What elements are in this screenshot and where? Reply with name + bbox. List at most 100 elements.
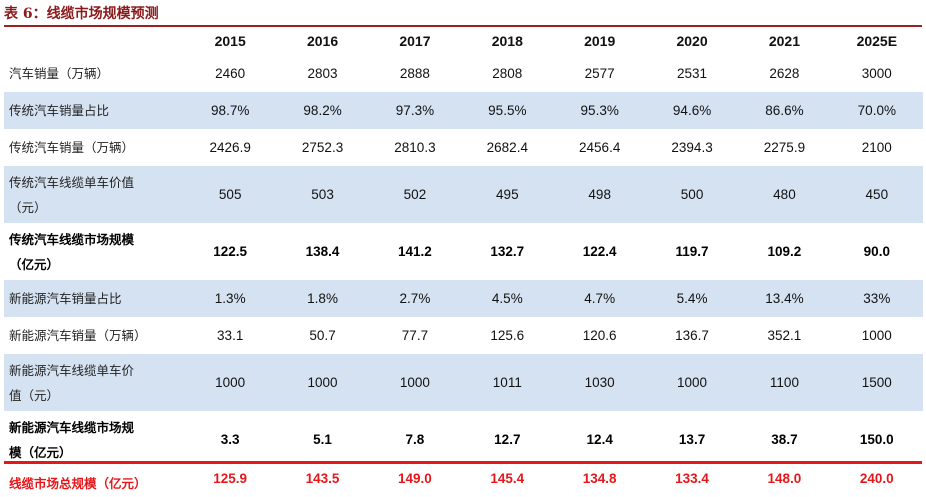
row-label: 传统汽车线缆市场规模 （亿元）: [4, 223, 184, 280]
row-label: 传统汽车销量占比: [4, 92, 184, 129]
table-title: 表 6：线缆市场规模预测: [4, 6, 159, 22]
row-label-line: 模（亿元）: [9, 444, 72, 460]
table-cell: 1000: [184, 354, 277, 411]
table-cell: 498: [553, 166, 646, 223]
table-cell: 1000: [368, 354, 462, 411]
table-cell: 1500: [830, 354, 923, 411]
table-cell: 4.7%: [553, 280, 646, 317]
row-label: 传统汽车销量（万辆）: [9, 140, 135, 155]
row-label-line: （亿元）: [9, 256, 60, 272]
header-year: 2016: [306, 33, 339, 49]
table-cell: 505: [184, 166, 277, 223]
table-cell: 120.6: [582, 328, 617, 343]
table-cell: 97.3%: [368, 92, 462, 129]
row-label-line: 值（元）: [9, 387, 60, 403]
table-cell: 500: [645, 166, 739, 223]
table-row: 新能源汽车销量（万辆） 33.1 50.7 77.7 125.6 120.6 1…: [4, 317, 923, 354]
table-cell: 145.4: [490, 471, 525, 486]
header-year: 2018: [491, 33, 523, 49]
table-cell: 136.7: [675, 328, 709, 343]
table-cell: 2100: [861, 140, 892, 155]
table-cell: 148.0: [767, 471, 802, 486]
table-cell: 109.2: [767, 244, 802, 259]
table-cell: 2752.3: [301, 140, 344, 155]
bottom-rule: [4, 461, 922, 464]
table-cell: 495: [461, 166, 554, 223]
table-cell: 2808: [492, 66, 523, 81]
table-cell: 450: [830, 166, 923, 223]
table-cell: 33%: [830, 280, 923, 317]
table-cell: 134.8: [582, 471, 617, 486]
table-cell: 1030: [553, 354, 646, 411]
row-label-line: 传统汽车线缆单车价值: [9, 174, 135, 190]
table-cell: 2460: [215, 66, 246, 81]
table-cell: 2803: [307, 66, 338, 81]
table-cell: 150.0: [859, 432, 894, 447]
row-label-line: （元）: [9, 199, 47, 215]
title-rule: [4, 25, 922, 27]
table-cell: 38.7: [771, 432, 798, 447]
table-row: 新能源汽车线缆单车价 值（元） 1000 1000 1000 1011 1030…: [4, 354, 923, 411]
table-row: 传统汽车线缆单车价值 （元） 505 503 502 495 498 500 4…: [4, 166, 923, 223]
table-row-total: 线缆市场总规模（亿元） 125.9 143.5 149.0 145.4 134.…: [4, 468, 923, 497]
table-cell: 7.8: [405, 432, 425, 447]
table-cell: 502: [368, 166, 462, 223]
row-label: 线缆市场总规模（亿元）: [9, 476, 147, 491]
table-row: 传统汽车销量占比 98.7% 98.2% 97.3% 95.5% 95.3% 9…: [4, 92, 923, 129]
table-cell: 90.0: [863, 244, 890, 259]
row-label: 新能源汽车销量占比: [4, 280, 184, 317]
header-year: 2015: [214, 33, 246, 49]
table-cell: 125.6: [490, 328, 525, 343]
table-cell: 86.6%: [738, 92, 831, 129]
row-label: 新能源汽车线缆市场规 模（亿元）: [4, 411, 184, 468]
header-year: 2017: [399, 33, 431, 49]
table-cell: 13.4%: [738, 280, 831, 317]
table-cell: 2888: [399, 66, 430, 81]
table-cell: 12.7: [494, 432, 521, 447]
row-label: 汽车销量（万辆）: [9, 66, 110, 81]
table-cell: 352.1: [767, 328, 802, 343]
table-cell: 13.7: [678, 432, 706, 447]
table-cell: 2275.9: [763, 140, 806, 155]
table-cell: 3.3: [220, 432, 240, 447]
table-cell: 1.8%: [276, 280, 369, 317]
table-cell: 50.7: [309, 328, 336, 343]
table-cell: 2456.4: [579, 140, 621, 155]
table-cell: 3000: [861, 66, 892, 81]
row-label-line: 传统汽车线缆市场规模: [9, 231, 135, 247]
table-cell: 503: [276, 166, 369, 223]
table-cell: 98.7%: [184, 92, 277, 129]
row-label: 新能源汽车销量（万辆）: [9, 328, 147, 343]
table-cell: 2810.3: [394, 140, 436, 155]
table-cell: 133.4: [675, 471, 709, 486]
header-row: 2015 2016 2017 2018 2019 2020 2021 2025E: [4, 27, 923, 55]
header-year: 2025E: [856, 33, 898, 49]
table-cell: 2426.9: [209, 140, 251, 155]
table-cell: 122.4: [582, 244, 617, 259]
row-label: 传统汽车线缆单车价值 （元）: [4, 166, 184, 223]
header-year: 2020: [676, 33, 708, 49]
header-year: 2019: [584, 33, 616, 49]
table-cell: 1000: [276, 354, 369, 411]
table-cell: 143.5: [305, 471, 340, 486]
table-cell: 95.3%: [553, 92, 646, 129]
table-cell: 5.1: [313, 432, 332, 447]
table-cell: 2394.3: [671, 140, 713, 155]
table-cell: 132.7: [490, 244, 525, 259]
table-cell: 1100: [738, 354, 831, 411]
table-cell: 2577: [584, 66, 615, 81]
table-cell: 480: [738, 166, 831, 223]
table-cell: 122.5: [213, 244, 248, 259]
header-label-cell: [4, 27, 184, 55]
table-row: 新能源汽车线缆市场规 模（亿元） 3.3 5.1 7.8 12.7 12.4 1…: [4, 411, 923, 468]
table-cell: 5.4%: [645, 280, 739, 317]
table-cell: 141.2: [398, 244, 432, 259]
table-cell: 94.6%: [645, 92, 739, 129]
table-cell: 1000: [645, 354, 739, 411]
row-label-line: 新能源汽车线缆市场规: [9, 419, 135, 435]
table-row: 传统汽车销量（万辆） 2426.9 2752.3 2810.3 2682.4 2…: [4, 129, 923, 166]
table-cell: 138.4: [305, 244, 340, 259]
table-cell: 125.9: [213, 471, 248, 486]
market-forecast-table: 2015 2016 2017 2018 2019 2020 2021 2025E…: [4, 27, 923, 497]
table-cell: 240.0: [859, 471, 894, 486]
